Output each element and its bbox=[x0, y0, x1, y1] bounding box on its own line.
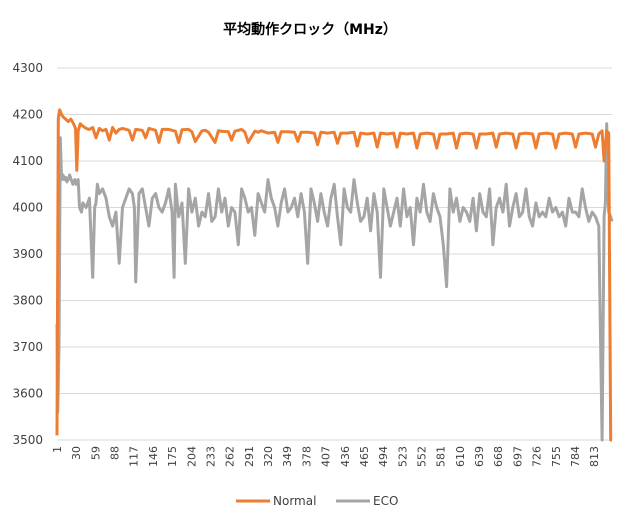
x-tick-label: 175 bbox=[166, 446, 179, 467]
x-tick-label: 204 bbox=[185, 446, 198, 467]
legend-label-normal: Normal bbox=[273, 494, 316, 508]
x-tick-label: 233 bbox=[204, 446, 217, 467]
series-line-eco bbox=[55, 122, 614, 442]
y-tick-label: 3900 bbox=[12, 247, 43, 261]
x-tick-label: 320 bbox=[262, 446, 275, 467]
x-tick-label: 378 bbox=[300, 446, 313, 467]
x-tick-label: 407 bbox=[320, 446, 333, 467]
y-tick-label: 4000 bbox=[12, 201, 43, 215]
y-tick-label: 3600 bbox=[12, 387, 43, 401]
x-axis-ticks: 1 30 59 88 117 146 175 204 233 262 291 320 349 378 407… bbox=[51, 446, 601, 467]
x-tick-label: 59 bbox=[89, 446, 102, 460]
x-tick-label: 117 bbox=[128, 446, 141, 467]
x-tick-label: 30 bbox=[70, 446, 83, 460]
x-tick-label: 784 bbox=[569, 446, 582, 467]
y-tick-label: 4300 bbox=[12, 61, 43, 75]
x-tick-label: 262 bbox=[224, 446, 237, 467]
x-tick-label: 639 bbox=[473, 446, 486, 467]
series-lines bbox=[55, 108, 614, 442]
x-tick-label: 436 bbox=[339, 446, 352, 467]
y-tick-label: 4100 bbox=[12, 154, 43, 168]
x-tick-label: 726 bbox=[531, 446, 544, 467]
series-line-normal bbox=[55, 108, 613, 442]
y-axis-ticks: 3500 3600 3700 3800 3900 4000 4100 4200 4300 bbox=[12, 61, 43, 447]
y-tick-label: 3700 bbox=[12, 340, 43, 354]
x-tick-label: 291 bbox=[243, 446, 256, 467]
x-tick-label: 755 bbox=[550, 446, 563, 467]
x-tick-label: 465 bbox=[358, 446, 371, 467]
x-tick-label: 610 bbox=[454, 446, 467, 467]
y-tick-label: 3800 bbox=[12, 294, 43, 308]
y-tick-label: 4200 bbox=[12, 108, 43, 122]
legend: Normal ECO bbox=[236, 494, 398, 508]
chart-title: 平均動作クロック（MHz） bbox=[223, 21, 397, 38]
x-tick-label: 494 bbox=[377, 446, 390, 467]
x-tick-label: 552 bbox=[415, 446, 428, 467]
x-tick-label: 697 bbox=[511, 446, 524, 467]
x-tick-label: 146 bbox=[147, 446, 160, 467]
grid-lines bbox=[57, 67, 612, 441]
x-tick-label: 813 bbox=[588, 446, 601, 467]
x-tick-label: 523 bbox=[396, 446, 409, 467]
x-tick-label: 88 bbox=[109, 446, 122, 460]
x-tick-label: 349 bbox=[281, 446, 294, 467]
y-tick-label: 3500 bbox=[12, 433, 43, 447]
x-tick-label: 1 bbox=[51, 446, 64, 453]
x-tick-label: 668 bbox=[492, 446, 505, 467]
x-tick-label: 581 bbox=[435, 446, 448, 467]
legend-label-eco: ECO bbox=[373, 494, 398, 508]
